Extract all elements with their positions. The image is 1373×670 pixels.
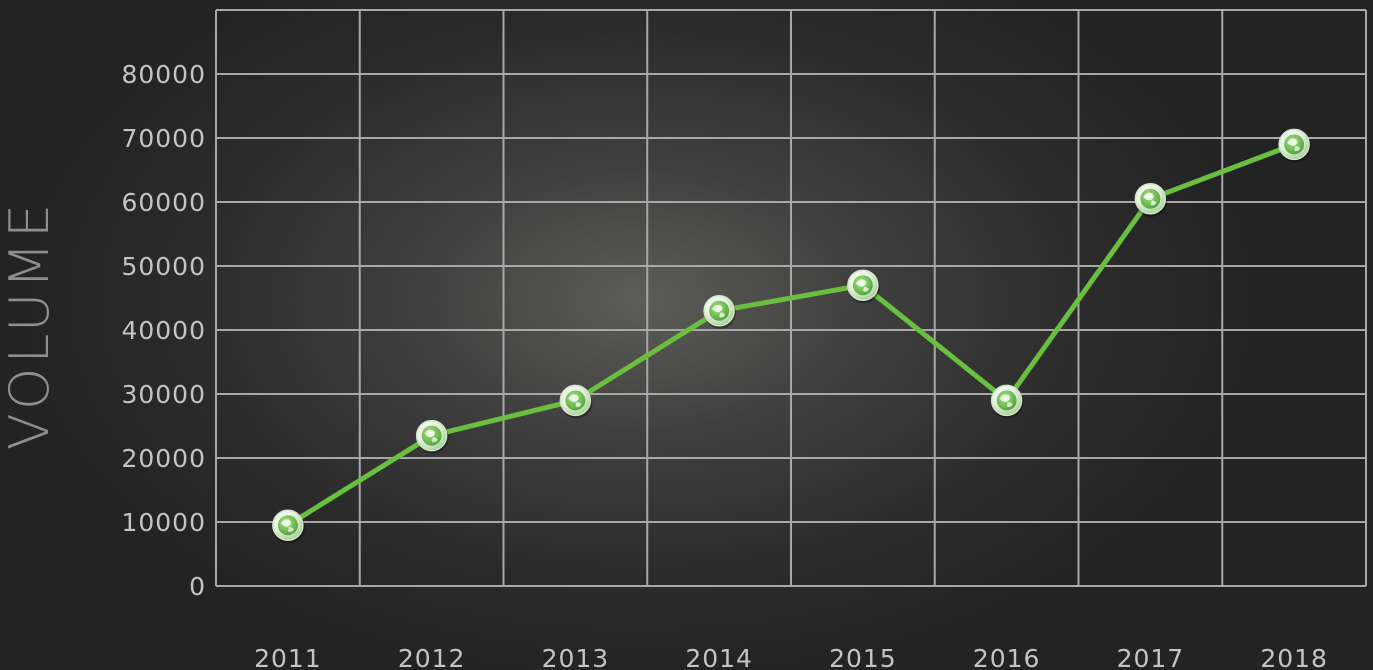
y-axis-ticks: 0 10000 20000 30000 40000 50000 60000 70000 8000… bbox=[121, 60, 206, 601]
y-tick-label: 0 bbox=[189, 572, 206, 601]
data-point bbox=[1134, 183, 1168, 217]
x-tick-label: 2018 bbox=[1260, 644, 1328, 670]
data-point bbox=[272, 509, 305, 544]
series bbox=[285, 141, 1297, 528]
y-tick-label: 20000 bbox=[121, 444, 206, 473]
y-tick-label: 70000 bbox=[121, 124, 206, 153]
data-point bbox=[559, 384, 593, 419]
x-tick-label: 2011 bbox=[254, 644, 322, 670]
x-tick-label: 2012 bbox=[398, 644, 466, 670]
y-axis-label: VOLUME bbox=[0, 200, 61, 450]
y-tick-label: 40000 bbox=[121, 316, 206, 345]
x-tick-label: 2016 bbox=[973, 644, 1041, 670]
x-tick-label: 2015 bbox=[829, 644, 897, 670]
data-point bbox=[703, 295, 737, 329]
y-tick-label: 10000 bbox=[121, 508, 206, 537]
x-tick-label: 2013 bbox=[542, 644, 610, 670]
x-axis-ticks: 2011 2012 2013 2014 2015 2016 2017 2018 bbox=[254, 644, 1328, 670]
y-tick-label: 80000 bbox=[121, 60, 206, 89]
data-point bbox=[415, 419, 449, 454]
x-tick-label: 2017 bbox=[1117, 644, 1185, 670]
series-line bbox=[285, 141, 1297, 528]
x-tick-label: 2014 bbox=[685, 644, 753, 670]
data-point bbox=[847, 269, 880, 304]
data-point bbox=[990, 384, 1024, 419]
grid bbox=[215, 9, 1367, 587]
data-point bbox=[1278, 128, 1312, 163]
y-tick-label: 30000 bbox=[121, 380, 206, 409]
data-points bbox=[272, 128, 1312, 544]
y-tick-label: 50000 bbox=[121, 252, 206, 281]
y-tick-label: 60000 bbox=[121, 188, 206, 217]
